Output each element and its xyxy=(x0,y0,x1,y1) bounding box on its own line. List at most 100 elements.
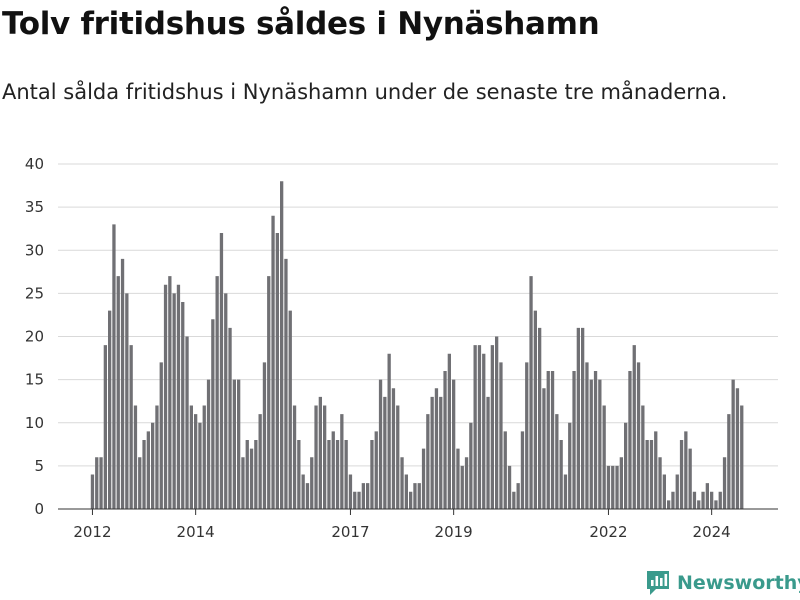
bar xyxy=(232,379,236,509)
bar xyxy=(430,396,434,509)
bar xyxy=(684,431,688,509)
bar xyxy=(563,474,568,509)
bar xyxy=(602,405,606,509)
bar xyxy=(705,483,709,509)
x-tick-label: 2012 xyxy=(73,523,111,541)
bar xyxy=(198,422,202,509)
bar xyxy=(224,293,228,509)
bar xyxy=(404,474,408,509)
y-tick-label: 35 xyxy=(25,198,44,216)
bar xyxy=(280,181,284,509)
bar xyxy=(323,405,327,509)
bar xyxy=(576,327,580,509)
bar xyxy=(340,414,344,509)
bar xyxy=(421,448,426,509)
bar xyxy=(503,431,507,509)
bar xyxy=(628,371,632,509)
bar xyxy=(353,491,357,509)
bar xyxy=(120,258,125,509)
bar xyxy=(103,345,107,509)
bar xyxy=(477,345,482,509)
bar xyxy=(546,371,550,509)
bar xyxy=(499,362,503,509)
bar xyxy=(417,483,421,509)
bar xyxy=(606,465,611,509)
bar xyxy=(357,491,361,509)
newsworthy-logo: Newsworthy xyxy=(645,569,800,597)
bar xyxy=(400,457,404,509)
bar xyxy=(598,379,602,509)
x-tick-label: 2014 xyxy=(177,523,215,541)
bar xyxy=(559,440,563,509)
bar xyxy=(516,483,520,509)
bar xyxy=(735,388,740,509)
bar xyxy=(194,414,198,509)
bar xyxy=(108,310,112,509)
bar xyxy=(568,422,572,509)
annotations: 12 xyxy=(739,0,761,5)
bar xyxy=(138,457,142,509)
bar xyxy=(206,379,211,509)
bar xyxy=(348,474,353,509)
x-tick-label: 2022 xyxy=(589,523,627,541)
bar xyxy=(624,422,628,509)
bar xyxy=(125,293,129,509)
bar xyxy=(692,491,697,509)
bar xyxy=(249,448,254,509)
bar xyxy=(378,379,383,509)
bar xyxy=(697,500,701,509)
bar xyxy=(370,440,374,509)
x-tick-label: 2017 xyxy=(331,523,369,541)
bar xyxy=(185,336,189,509)
bar xyxy=(464,457,469,509)
bar xyxy=(327,440,331,509)
bar xyxy=(163,284,168,509)
bar xyxy=(434,388,439,509)
bar xyxy=(146,431,150,509)
bar xyxy=(228,327,232,509)
bar xyxy=(305,483,310,509)
bar xyxy=(344,440,348,509)
bar xyxy=(529,276,533,509)
bar xyxy=(654,431,658,509)
bar xyxy=(740,405,744,509)
y-tick-label: 15 xyxy=(25,371,44,389)
bar xyxy=(237,379,241,509)
bar xyxy=(219,233,224,509)
chart-title: Tolv fritidshus såldes i Nynäshamn xyxy=(2,6,600,42)
bar xyxy=(172,293,176,509)
bar xyxy=(615,465,619,509)
y-tick-label: 30 xyxy=(25,241,44,259)
bar xyxy=(391,388,396,509)
y-tick-label: 0 xyxy=(34,500,44,518)
bar xyxy=(159,362,163,509)
bar xyxy=(258,414,262,509)
bar xyxy=(275,233,279,509)
bar xyxy=(374,431,378,509)
bar xyxy=(482,353,486,509)
bar xyxy=(366,483,370,509)
bar xyxy=(688,448,692,509)
bar xyxy=(486,396,490,509)
bar xyxy=(292,405,297,509)
bar xyxy=(284,258,288,509)
bar xyxy=(525,362,529,509)
bar xyxy=(439,396,443,509)
y-tick-label: 20 xyxy=(25,328,44,346)
bar xyxy=(413,483,417,509)
bar xyxy=(318,396,322,509)
bar xyxy=(452,379,456,509)
y-tick-label: 5 xyxy=(34,457,44,475)
bar xyxy=(490,345,494,509)
bar xyxy=(585,362,589,509)
bar xyxy=(469,422,473,509)
y-tick-label: 25 xyxy=(25,284,44,302)
bar xyxy=(671,491,675,509)
x-tick-label: 2024 xyxy=(693,523,731,541)
bar xyxy=(331,431,335,509)
bar xyxy=(533,310,537,509)
bar xyxy=(396,405,400,509)
newsworthy-icon xyxy=(647,571,669,595)
bar xyxy=(95,457,99,509)
bar xyxy=(679,440,684,509)
